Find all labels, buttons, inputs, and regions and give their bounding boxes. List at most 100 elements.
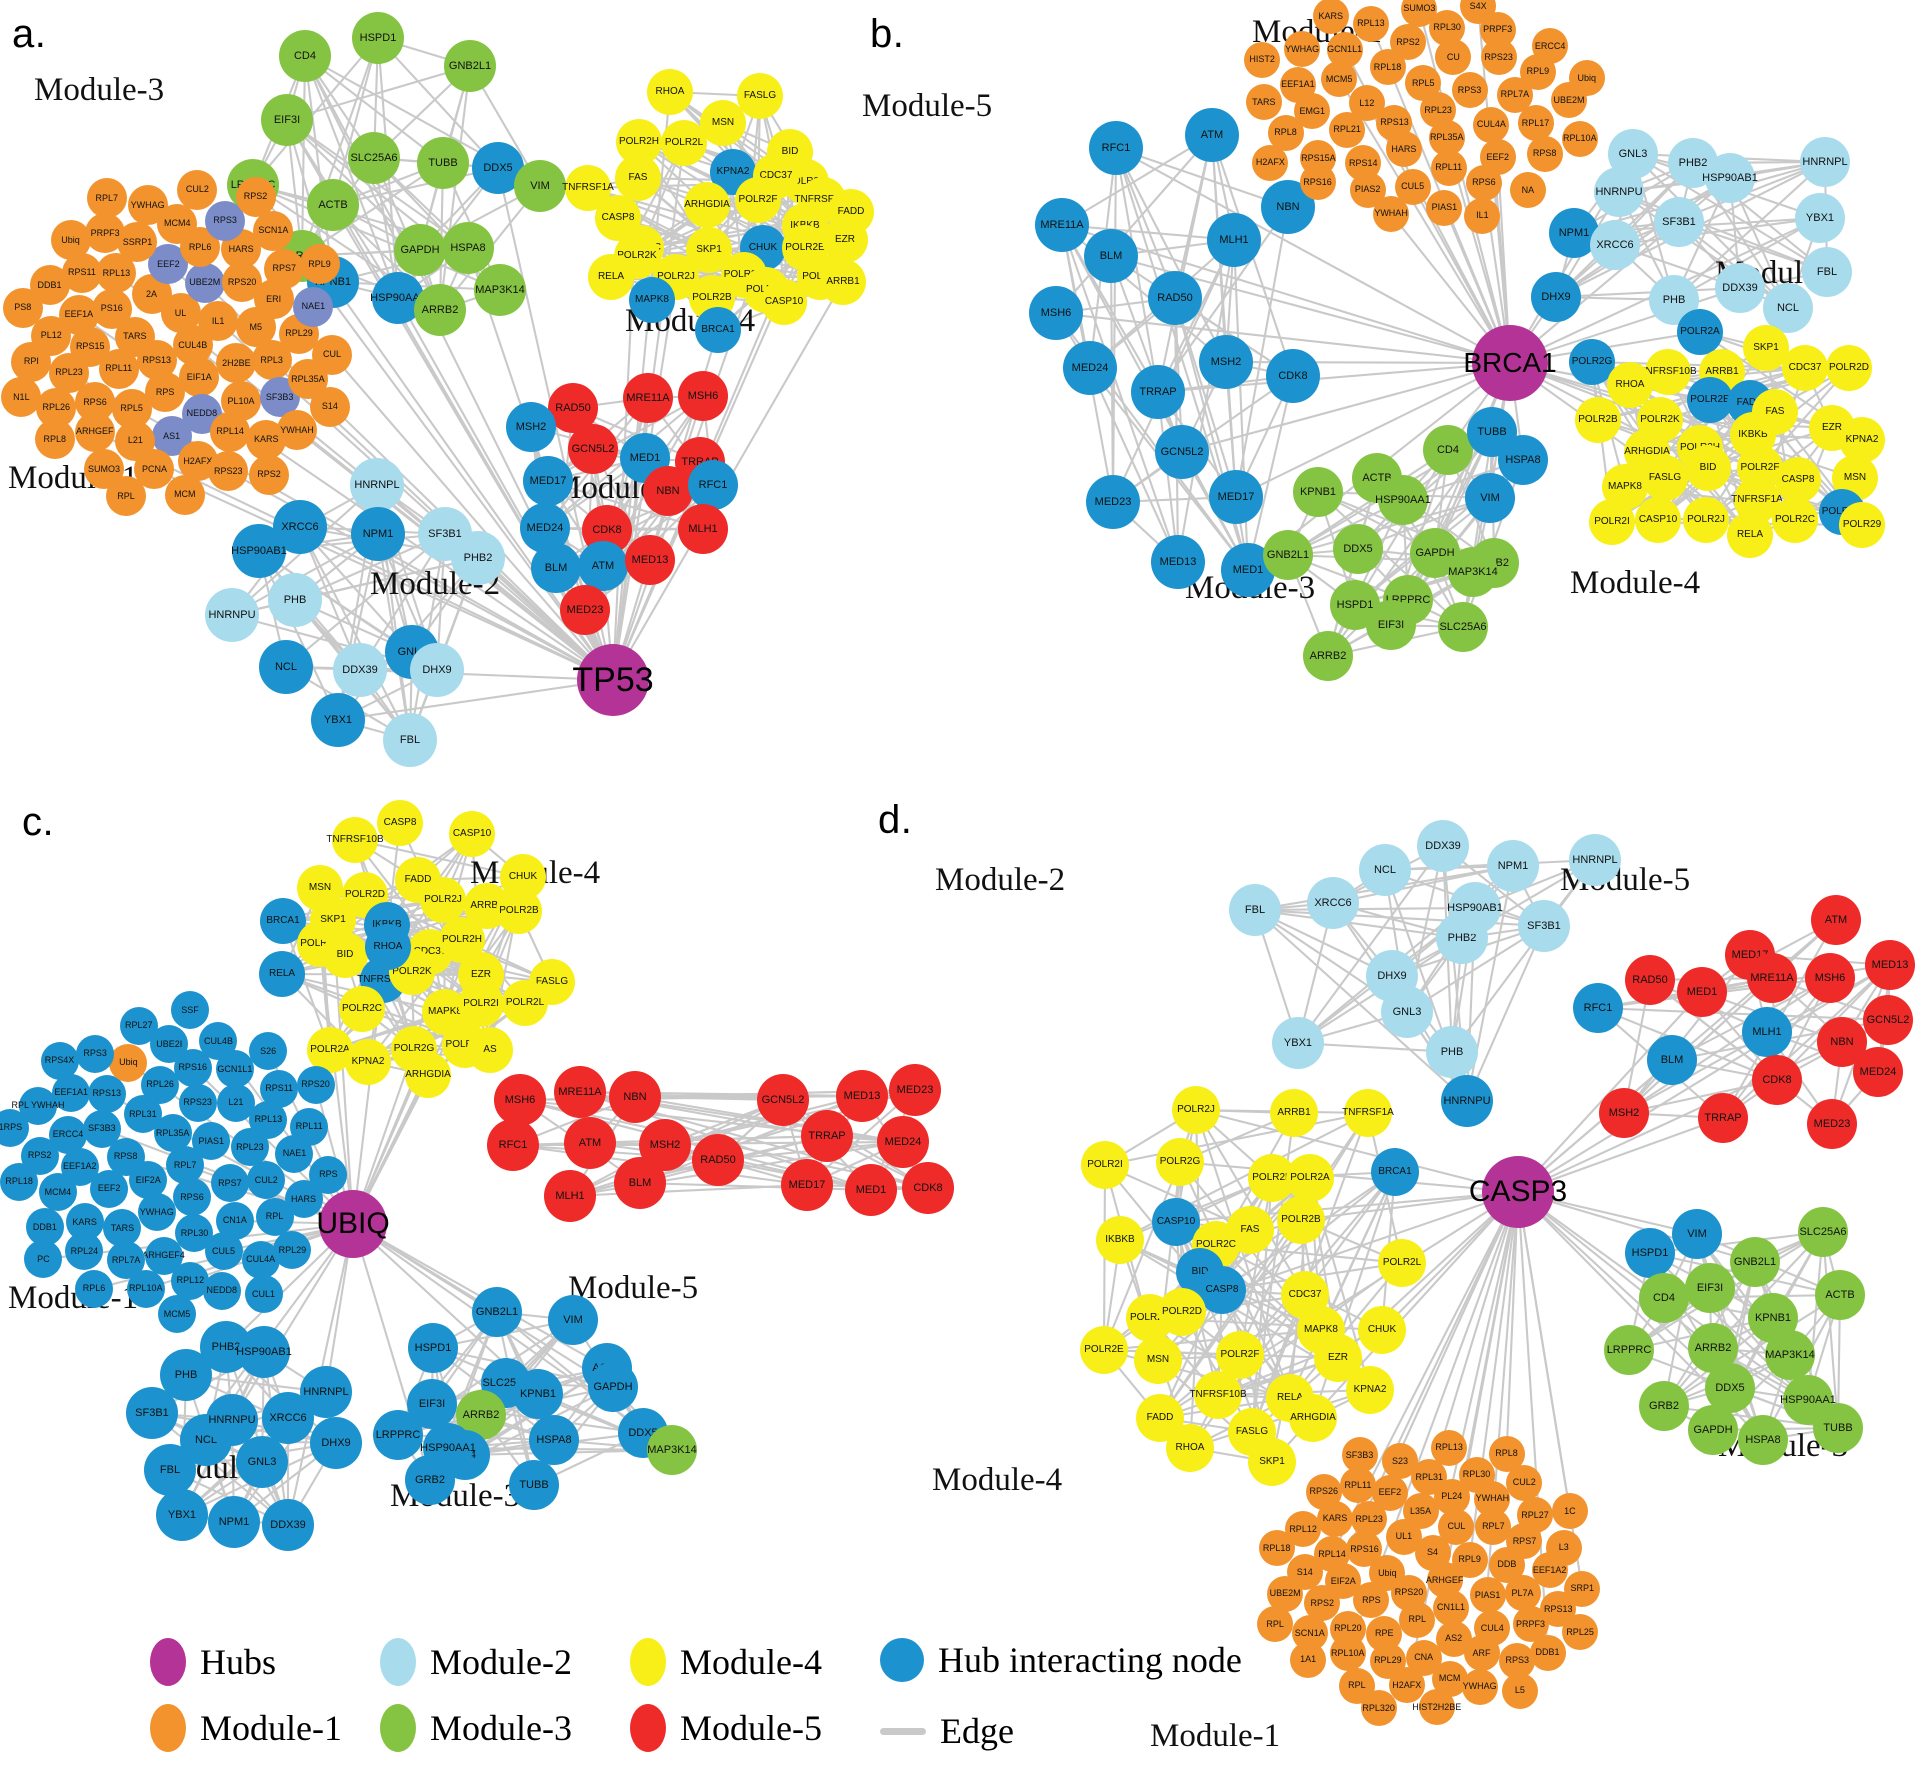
network-node[interactable]: MAPK8 xyxy=(629,277,675,323)
network-node[interactable]: HSP90AA1 xyxy=(1375,475,1431,525)
network-node[interactable]: RPL21 xyxy=(1329,111,1366,148)
network-node[interactable]: ATM xyxy=(1811,895,1861,945)
network-node[interactable]: HNRNPU xyxy=(1594,167,1644,217)
network-node[interactable]: RPS xyxy=(145,372,186,413)
network-node[interactable]: POLR2D xyxy=(1826,345,1872,391)
network-node[interactable]: 1C xyxy=(1551,1493,1588,1530)
network-node[interactable]: Ubiq xyxy=(1568,60,1605,97)
network-node[interactable]: CHUK xyxy=(1358,1306,1406,1354)
network-node[interactable]: POLR2G xyxy=(1156,1138,1204,1186)
network-node[interactable]: SLC25A6 xyxy=(348,132,400,184)
network-node[interactable]: L5 xyxy=(1501,1672,1538,1709)
network-node[interactable]: GAPDH xyxy=(394,224,446,276)
network-node[interactable]: 2H2BE xyxy=(216,343,257,384)
network-node[interactable]: POLR2J xyxy=(1683,497,1729,543)
network-node[interactable]: L3 xyxy=(1545,1529,1582,1566)
network-node[interactable]: EIF3I xyxy=(1685,1263,1735,1313)
network-node[interactable]: MCM5 xyxy=(157,1295,196,1334)
network-node[interactable]: RHOA xyxy=(365,924,411,970)
network-node[interactable]: ARHGDIA xyxy=(684,182,730,228)
network-node[interactable]: ARHGDIA xyxy=(405,1052,451,1098)
network-node[interactable]: MRE11A xyxy=(1747,953,1797,1003)
network-node[interactable]: RPL8 xyxy=(34,419,75,460)
network-node[interactable]: RAD50 xyxy=(692,1134,744,1186)
network-node[interactable]: SKP1 xyxy=(310,897,356,943)
network-node[interactable]: RPS3 xyxy=(76,1034,115,1073)
network-node[interactable]: ARRB1 xyxy=(1270,1089,1318,1137)
network-node[interactable]: RPL9 xyxy=(1451,1541,1488,1578)
network-node[interactable]: EEF2 xyxy=(1371,1474,1408,1511)
network-node[interactable]: VIM xyxy=(1465,473,1515,523)
network-node[interactable]: GCN1L1 xyxy=(1326,31,1363,68)
network-node[interactable]: RPL27 xyxy=(119,1006,158,1045)
network-node[interactable]: BLM xyxy=(1647,1035,1697,1085)
network-node[interactable]: MED17 xyxy=(1209,470,1263,524)
network-node[interactable]: RFC1 xyxy=(688,460,738,510)
network-node[interactable]: HSPA8 xyxy=(442,222,494,274)
network-node[interactable]: PIAS1 xyxy=(1426,189,1463,226)
network-node[interactable]: PIAS1 xyxy=(192,1122,231,1161)
network-node[interactable]: RPL13 xyxy=(1431,1429,1468,1466)
network-node[interactable]: NPM1 xyxy=(1487,840,1539,892)
network-node[interactable]: EIF1A xyxy=(179,357,220,398)
network-node[interactable]: RPS16 xyxy=(1299,164,1336,201)
network-node[interactable]: GCN5L2 xyxy=(757,1074,809,1126)
network-node[interactable]: RPL27 xyxy=(1517,1497,1553,1534)
network-node[interactable]: ATM xyxy=(578,541,628,591)
network-node[interactable]: MLH1 xyxy=(544,1170,596,1222)
network-node[interactable]: RPL13 xyxy=(1352,5,1389,42)
network-node[interactable]: DDX39 xyxy=(262,1499,314,1551)
network-node[interactable]: MCM4 xyxy=(38,1173,77,1212)
network-node[interactable]: RFC1 xyxy=(487,1119,539,1171)
network-node[interactable]: BLM xyxy=(531,543,581,593)
network-node[interactable]: GNB2L1 xyxy=(472,1287,522,1337)
network-node[interactable]: FBL xyxy=(1802,247,1852,297)
network-node[interactable]: MSH6 xyxy=(494,1074,546,1126)
network-node[interactable]: POLR2I xyxy=(458,981,504,1027)
network-node[interactable]: PS16 xyxy=(91,288,132,329)
network-node[interactable]: MED23 xyxy=(1807,1099,1857,1149)
network-node[interactable]: RPL29 xyxy=(273,1231,312,1269)
network-node[interactable]: CD4 xyxy=(1639,1273,1689,1323)
network-node[interactable]: FBL xyxy=(1229,884,1281,936)
network-node[interactable]: HARS xyxy=(1385,131,1422,168)
network-node[interactable]: SF3B1 xyxy=(1654,197,1704,247)
network-node[interactable]: AS xyxy=(467,1027,513,1073)
network-node[interactable]: MRE11A xyxy=(1035,198,1089,252)
network-node[interactable]: TRRAP xyxy=(1698,1093,1748,1143)
network-node[interactable]: RPS26 xyxy=(1305,1473,1342,1510)
network-node[interactable]: SLC25A6 xyxy=(1438,602,1488,652)
network-node[interactable]: TUBB xyxy=(417,137,469,189)
network-node[interactable]: POLR2L xyxy=(661,120,707,166)
network-node[interactable]: NCL xyxy=(1359,844,1411,896)
network-node[interactable]: GCN5L2 xyxy=(1863,995,1913,1045)
network-node[interactable]: RPL10A xyxy=(1561,120,1598,157)
network-node[interactable]: CASP8 xyxy=(377,800,423,846)
network-node[interactable]: YWHAH xyxy=(1373,195,1410,232)
network-node[interactable]: TNFRSF10B xyxy=(326,817,384,863)
network-node[interactable]: POLR2A xyxy=(1677,309,1723,355)
network-node[interactable]: EIF3I xyxy=(261,94,313,146)
network-node[interactable]: TUBB xyxy=(1813,1403,1863,1453)
network-node[interactable]: MLH1 xyxy=(678,504,728,554)
network-node[interactable]: IKBKB xyxy=(1096,1216,1144,1264)
network-node[interactable]: RPS2 xyxy=(235,176,276,217)
network-node[interactable]: RAD50 xyxy=(1148,271,1202,325)
network-node[interactable]: S14 xyxy=(309,386,350,427)
network-node[interactable]: GNL3 xyxy=(236,1436,288,1488)
network-node[interactable]: RPL7 xyxy=(86,178,127,219)
network-node[interactable]: TARS xyxy=(1245,84,1282,121)
network-node[interactable]: YWHAH xyxy=(276,410,317,451)
network-node[interactable]: MED1 xyxy=(1677,967,1727,1017)
network-node[interactable]: BRCA1 xyxy=(1371,1148,1419,1196)
network-node[interactable]: ARRB2 xyxy=(414,284,466,336)
network-node[interactable]: PHB xyxy=(268,573,322,627)
network-node[interactable]: CDK8 xyxy=(902,1162,954,1214)
network-node[interactable]: KPNA2 xyxy=(345,1039,391,1085)
network-node[interactable]: GRB2 xyxy=(1639,1381,1689,1431)
network-node[interactable]: Ubiq xyxy=(109,1043,148,1082)
network-node[interactable]: RPS xyxy=(309,1155,348,1194)
network-node[interactable]: YWHAG xyxy=(137,1193,176,1232)
network-node[interactable]: SF3B3 xyxy=(1341,1437,1378,1474)
network-node[interactable]: POLR2L xyxy=(502,980,548,1026)
